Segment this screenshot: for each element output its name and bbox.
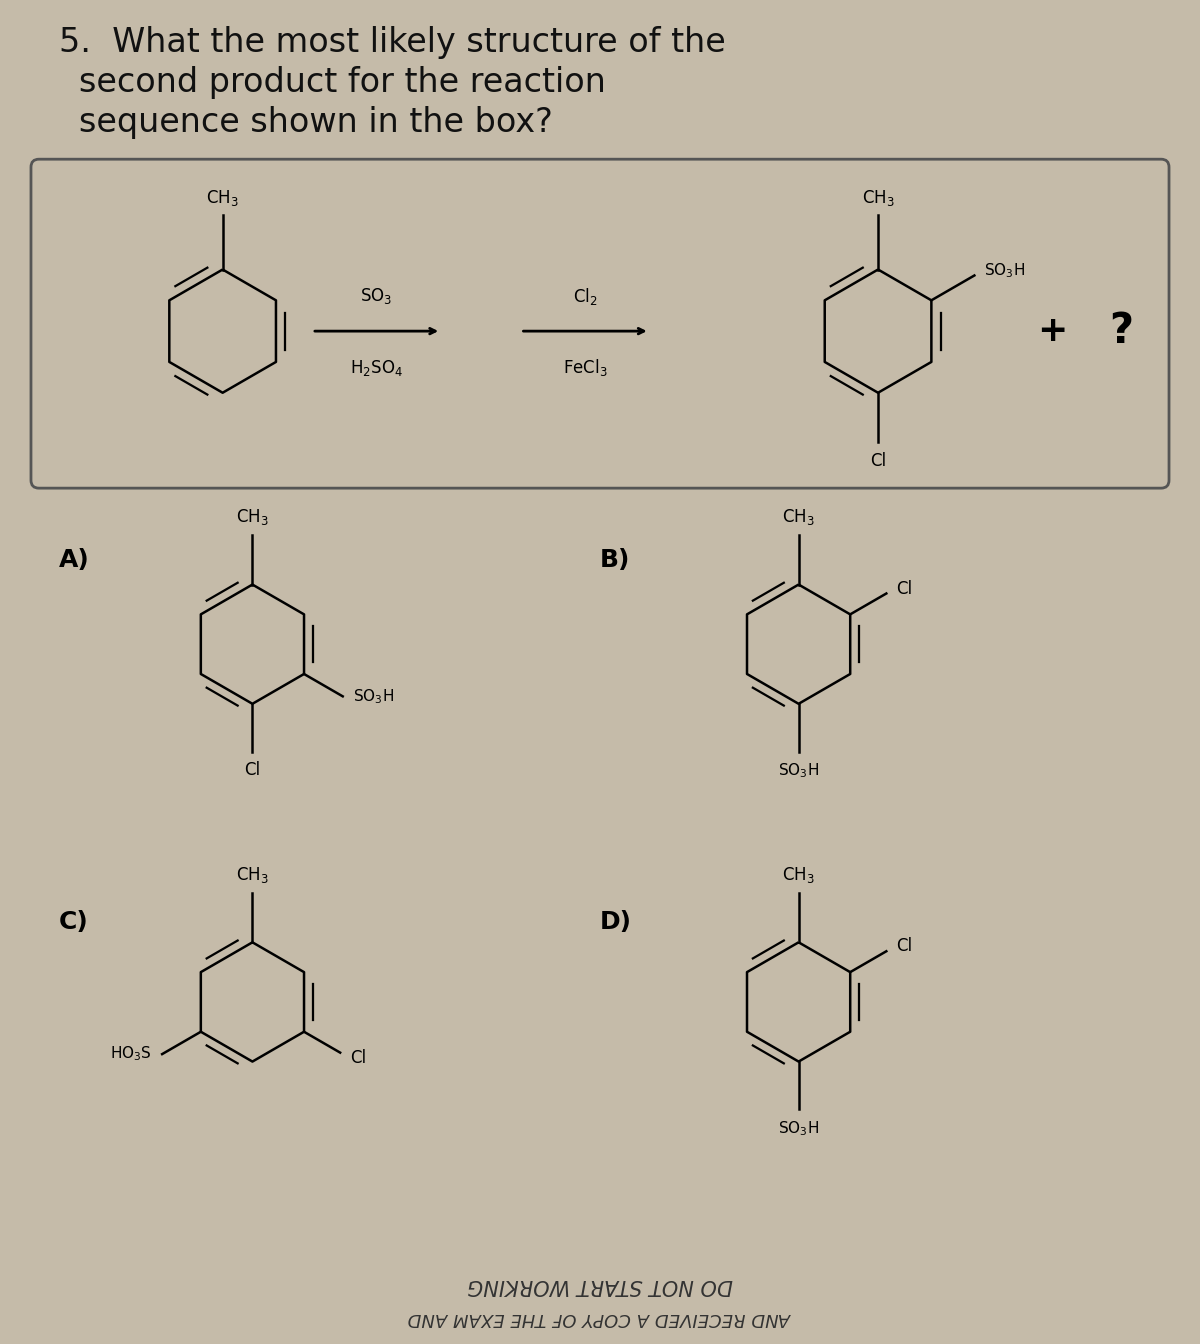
- Text: SO$_3$: SO$_3$: [360, 286, 392, 306]
- Text: Cl: Cl: [896, 937, 912, 956]
- Text: CH$_3$: CH$_3$: [782, 864, 815, 884]
- Text: SO$_3$H: SO$_3$H: [353, 687, 394, 706]
- Text: +: +: [1037, 314, 1067, 348]
- Text: SO$_3$H: SO$_3$H: [778, 762, 820, 780]
- Text: Cl$_2$: Cl$_2$: [572, 286, 598, 306]
- Text: Cl: Cl: [350, 1048, 366, 1067]
- Text: SO$_3$H: SO$_3$H: [984, 261, 1025, 280]
- FancyBboxPatch shape: [31, 159, 1169, 488]
- Text: Cl: Cl: [870, 453, 886, 470]
- Text: Cl: Cl: [896, 579, 912, 598]
- Text: sequence shown in the box?: sequence shown in the box?: [79, 106, 552, 138]
- Text: HO$_3$S: HO$_3$S: [110, 1044, 152, 1063]
- Text: C): C): [59, 910, 89, 934]
- Text: A): A): [59, 548, 90, 571]
- Text: H$_2$SO$_4$: H$_2$SO$_4$: [350, 358, 403, 378]
- Text: CH$_3$: CH$_3$: [236, 507, 269, 527]
- Text: CH$_3$: CH$_3$: [236, 864, 269, 884]
- Text: D): D): [600, 910, 632, 934]
- Text: DO NOT START WORKING: DO NOT START WORKING: [467, 1275, 733, 1296]
- Text: B): B): [600, 548, 630, 571]
- Text: second product for the reaction: second product for the reaction: [79, 66, 606, 99]
- Text: 5.  What the most likely structure of the: 5. What the most likely structure of the: [59, 27, 726, 59]
- Text: CH$_3$: CH$_3$: [862, 188, 894, 208]
- Text: CH$_3$: CH$_3$: [206, 188, 239, 208]
- Text: FeCl$_3$: FeCl$_3$: [563, 358, 607, 379]
- Text: ?: ?: [1109, 310, 1134, 352]
- Text: CH$_3$: CH$_3$: [782, 507, 815, 527]
- Text: SO$_3$H: SO$_3$H: [778, 1120, 820, 1138]
- Text: Cl: Cl: [245, 762, 260, 780]
- Text: AND RECEIVED A COPY OF THE EXAM AND: AND RECEIVED A COPY OF THE EXAM AND: [408, 1309, 792, 1327]
